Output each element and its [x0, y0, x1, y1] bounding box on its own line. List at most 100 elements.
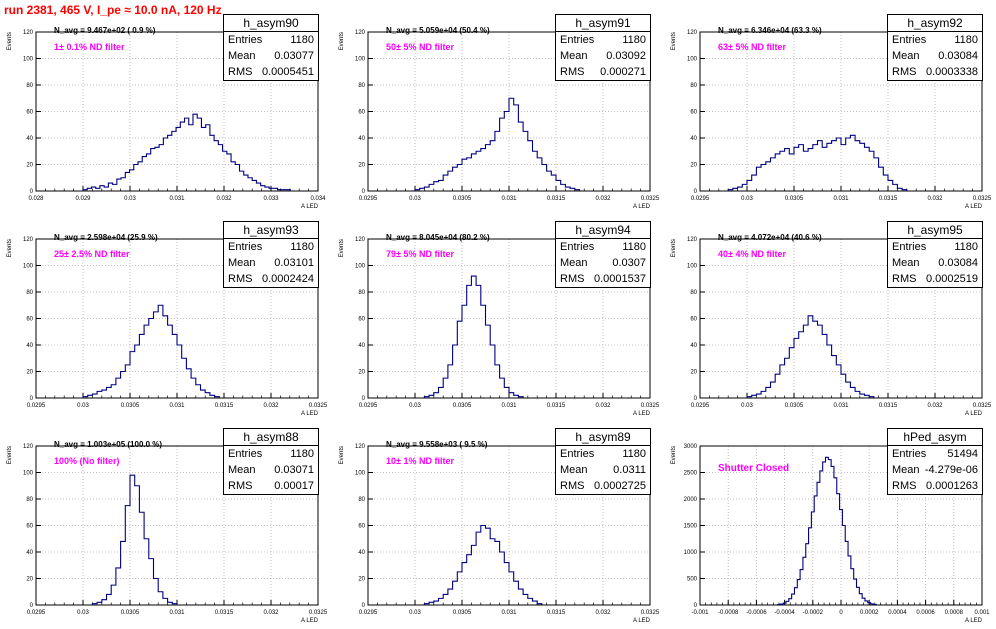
y-tick-label: 80 — [690, 83, 697, 89]
histogram-bin — [163, 598, 168, 605]
histogram-bin — [429, 184, 434, 191]
x-tick-label: 0.0295 — [691, 196, 710, 202]
y-tick-label: 80 — [26, 497, 33, 503]
histogram-bin — [210, 135, 214, 191]
y-tick-label: 60 — [26, 110, 33, 116]
y-tick-label: 60 — [690, 317, 697, 323]
stats-value-mean: 0.03084 — [938, 48, 978, 64]
y-tick-label: 100 — [355, 57, 366, 63]
histogram-bin — [448, 171, 453, 191]
histogram-bin — [448, 365, 453, 398]
x-tick-label: 0.03 — [741, 403, 753, 409]
x-axis-label: A LED — [301, 618, 319, 624]
y-tick-label: 20 — [26, 163, 33, 169]
stats-label: RMS — [892, 271, 916, 287]
histogram-bin — [471, 276, 476, 398]
histogram-bin — [113, 184, 117, 191]
histogram-bin — [104, 187, 108, 191]
y-tick-label: 80 — [358, 290, 365, 296]
histogram-bin — [827, 345, 832, 398]
x-axis-label: A LED — [965, 411, 983, 417]
histogram-bin — [756, 167, 761, 191]
x-tick-label: 0.0325 — [641, 403, 660, 409]
histogram-bin — [846, 382, 851, 398]
y-tick-label: 40 — [26, 343, 33, 349]
histogram-bin — [794, 147, 799, 191]
x-tick-label: -0.0006 — [746, 610, 767, 616]
histogram-bin — [537, 158, 542, 191]
histogram-bin — [163, 316, 168, 398]
histogram-bin — [761, 391, 766, 398]
y-axis-label: Events — [7, 32, 13, 50]
filter-annotation: 40± 4% ND filter — [718, 249, 786, 259]
histogram-bin — [121, 178, 125, 191]
histogram-bin — [92, 394, 97, 398]
histogram-bin — [244, 175, 248, 191]
histogram-bin — [196, 385, 201, 398]
histogram-bin — [831, 466, 834, 605]
histogram-bin — [193, 114, 197, 191]
histogram-bin — [490, 141, 495, 191]
histogram-bin — [108, 183, 112, 191]
y-tick-label: 0 — [30, 396, 34, 402]
histogram-bin — [111, 585, 116, 605]
histogram-bin — [855, 141, 860, 191]
histogram-bin — [467, 158, 472, 191]
histogram-bin — [453, 345, 458, 398]
histogram-bin — [556, 180, 561, 191]
x-tick-label: -0.0004 — [774, 610, 795, 616]
y-tick-label: 100 — [23, 471, 34, 477]
histogram-bin — [180, 122, 184, 191]
stats-label: Mean — [560, 255, 588, 271]
y-tick-label: 100 — [23, 264, 34, 270]
y-tick-label: 0 — [362, 603, 366, 609]
x-tick-label: 0.032 — [595, 196, 611, 202]
y-tick-label: 3000 — [684, 444, 698, 450]
stats-value-rms: 0.00017 — [274, 478, 314, 494]
stats-label: Entries — [560, 446, 594, 462]
histogram-bin — [823, 462, 826, 605]
stats-label: RMS — [892, 478, 916, 494]
histogram-bin — [144, 539, 149, 605]
histogram-bin — [256, 183, 260, 191]
histogram-bin — [490, 539, 495, 605]
stats-value-entries: 1180 — [954, 239, 978, 255]
histogram-bin — [168, 135, 172, 191]
y-axis-label: Events — [671, 446, 677, 464]
x-tick-label: 0.0315 — [547, 403, 566, 409]
histogram-bin — [789, 154, 794, 191]
x-tick-label: 0.0315 — [547, 610, 566, 616]
histogram-bin — [439, 598, 444, 605]
x-tick-label: 0.031 — [501, 610, 517, 616]
histogram-bin — [846, 138, 851, 191]
x-tick-label: 0.03 — [77, 403, 89, 409]
histogram-bin — [142, 157, 146, 191]
histogram-bin — [130, 352, 135, 398]
filter-annotation: 100% (No filter) — [54, 456, 120, 466]
histogram-bin — [780, 151, 785, 191]
x-tick-label: 0.0315 — [215, 403, 234, 409]
x-tick-label: 0.031 — [169, 196, 185, 202]
histogram-bin — [223, 151, 227, 191]
histogram-bin — [841, 145, 846, 191]
histogram-bin — [439, 387, 444, 398]
histogram-bin — [523, 594, 528, 605]
stats-value-entries: 51494 — [947, 446, 978, 462]
histogram-bin — [467, 285, 472, 398]
histogram-bin — [172, 131, 176, 191]
stats-value-mean: 0.03084 — [938, 255, 978, 271]
histogram-bin — [457, 165, 462, 192]
filter-annotation: 79± 5% ND filter — [386, 249, 454, 259]
histogram-bin — [206, 125, 210, 191]
histogram-bin — [850, 135, 855, 191]
stats-value-rms: 0.0002725 — [594, 478, 646, 494]
histogram-bin — [102, 390, 107, 398]
histogram-bin — [125, 172, 129, 191]
